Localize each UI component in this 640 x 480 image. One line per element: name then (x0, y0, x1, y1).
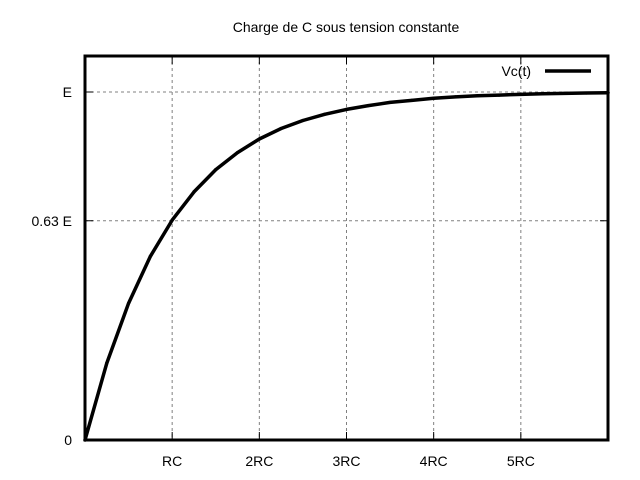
y-tick-label: 0 (64, 432, 72, 448)
data-point (453, 95, 458, 99)
data-point (562, 91, 567, 95)
chart-title: Charge de C sous tension constante (233, 19, 460, 35)
data-point (475, 94, 479, 98)
data-point (344, 107, 349, 111)
data-point (388, 100, 392, 105)
y-tick-label: E (63, 84, 72, 100)
data-point (497, 93, 501, 97)
data-point (323, 112, 327, 116)
data-point (148, 254, 152, 258)
data-point (366, 103, 370, 108)
data-point (519, 92, 523, 97)
data-point (192, 190, 196, 194)
x-tick-label: 4RC (420, 453, 448, 469)
data-point (301, 118, 305, 123)
legend-label: Vc(t) (501, 63, 531, 79)
legend: Vc(t) (501, 63, 591, 79)
x-tick-label: 2RC (245, 453, 273, 469)
data-point (126, 301, 131, 305)
data-point (432, 96, 436, 100)
data-point (235, 150, 240, 155)
data-point (257, 137, 261, 141)
x-tick-label: RC (162, 453, 182, 469)
data-point (170, 218, 174, 222)
x-tick-label: 3RC (332, 453, 360, 469)
data-point (105, 361, 109, 365)
data-point (214, 168, 218, 172)
data-point (410, 98, 414, 102)
x-tick-label: 5RC (507, 453, 535, 469)
data-point (584, 91, 588, 95)
grid-layer (85, 56, 608, 440)
tick-layer: RC 2RC 3RC 4RC 5RC 0 0.63 E E (32, 56, 608, 469)
y-tick-label: 0.63 E (32, 213, 72, 229)
data-point (279, 126, 283, 131)
data-point (541, 92, 545, 96)
